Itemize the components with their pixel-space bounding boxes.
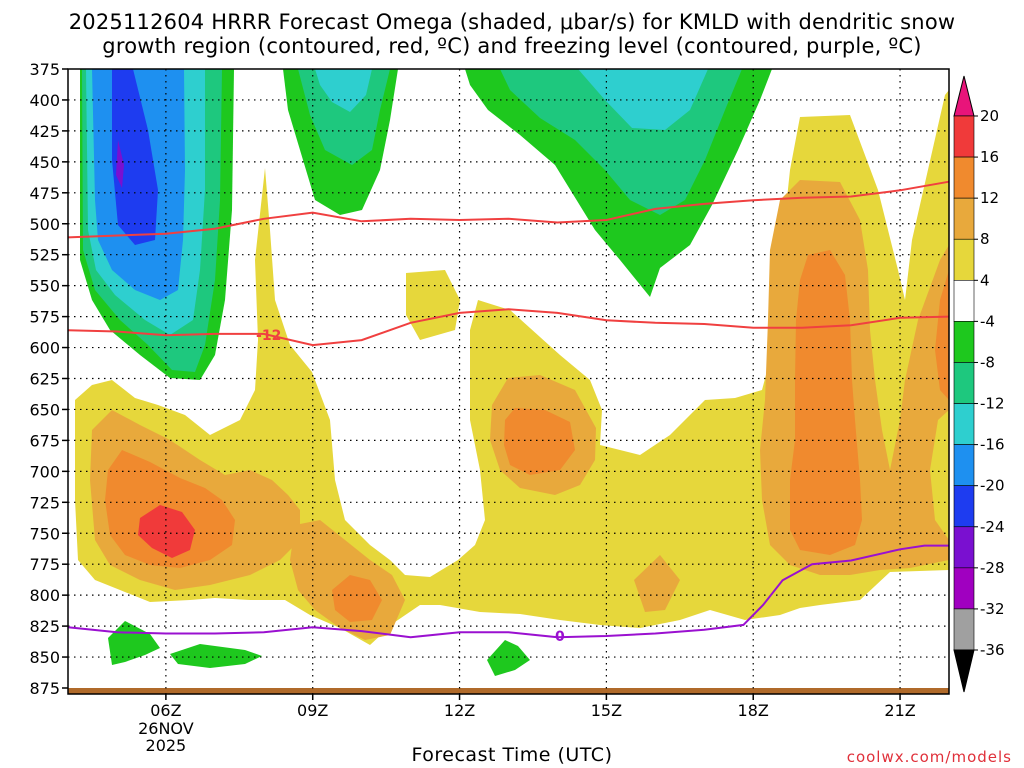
y-tick-label: 575 — [29, 308, 60, 327]
y-tick-label: 650 — [29, 400, 60, 419]
colorbar-swatch — [953, 526, 975, 569]
colorbar-label: 12 — [980, 189, 999, 207]
omega-fill-yellow — [406, 270, 460, 340]
colorbar-label: -4 — [980, 312, 995, 330]
chart-title-line-1: 2025112604 HRRR Forecast Omega (shaded, … — [68, 10, 956, 34]
plot-frame — [67, 68, 950, 695]
omega-fill-purple — [116, 140, 124, 188]
dgz-contour-label: -12 — [256, 328, 281, 344]
x-tick-label: 21Z — [884, 701, 915, 720]
y-tick-label: 800 — [29, 586, 60, 605]
y-tick-label: 725 — [29, 493, 60, 512]
omega-fill-red — [138, 505, 195, 558]
omega-fill-teal — [298, 69, 390, 165]
contour-lines — [67, 180, 950, 639]
plot-grid — [68, 69, 949, 694]
colorbar-swatch — [953, 115, 975, 158]
omega-fill-cyan — [578, 69, 708, 130]
freezing-contour-label: 0 — [555, 629, 565, 645]
dgz-lower-contour — [67, 308, 950, 347]
x-tick-label: 15Z — [591, 701, 622, 720]
contour-labels: -12 0 — [256, 328, 565, 645]
colorbar-label: 20 — [980, 107, 999, 125]
x-tick-label: 12Z — [444, 701, 475, 720]
date-label-day: 26NOV — [138, 719, 194, 738]
colorbar-label: 4 — [980, 271, 990, 289]
colorbar-label: 16 — [980, 148, 999, 166]
y-tick-label: 850 — [29, 648, 60, 667]
colorbar-label: -36 — [980, 641, 1005, 659]
y-tick-label: 450 — [29, 153, 60, 172]
colorbar-swatch — [953, 567, 975, 610]
colorbar-swatch — [953, 608, 975, 651]
site-credit: coolwx.com/models — [846, 748, 1012, 766]
colorbar-label: 8 — [980, 230, 990, 248]
colorbar-swatch — [953, 238, 975, 281]
colorbar-label: -8 — [980, 353, 995, 371]
colorbar-swatch — [953, 485, 975, 528]
omega-fill-orange — [332, 575, 382, 622]
omega-fill-orange — [935, 270, 949, 400]
colorbar-bottom-arrow — [953, 649, 975, 693]
ground-strip — [68, 688, 949, 694]
omega-fill-cyan — [315, 69, 372, 112]
colorbar-top-arrow — [953, 75, 975, 117]
x-tick-label: 18Z — [738, 701, 769, 720]
colorbar-label: -12 — [980, 395, 1005, 413]
y-tick-label: 425 — [29, 122, 60, 141]
y-tick-label: 475 — [29, 184, 60, 203]
x-axis-title: Forecast Time (UTC) — [411, 744, 613, 766]
omega-fill-green — [487, 640, 530, 676]
omega-fill-blue — [112, 69, 158, 245]
dgz-upper-contour — [67, 180, 950, 239]
y-tick-label: 750 — [29, 524, 60, 543]
y-tick-label: 625 — [29, 370, 60, 389]
colorbar: 20 16 12 8 4 -4 -8 -12 -16 -20 -24 -28 -32 -36 — [953, 75, 1005, 693]
colorbar-label: -32 — [980, 600, 1005, 618]
colorbar-swatch — [953, 280, 975, 322]
freezing-level-contour — [67, 544, 949, 639]
y-axis: 375 400 425 450 475 500 525 550 575 600 625 650 675 7… — [29, 60, 68, 698]
colorbar-swatch — [953, 197, 975, 240]
y-tick-label: 825 — [29, 617, 60, 636]
omega-fill-orange-light — [634, 555, 680, 612]
colorbar-swatch — [953, 403, 975, 445]
x-tick-label: 06Z — [150, 701, 181, 720]
omega-fill-green — [170, 644, 262, 668]
colorbar-label: -24 — [980, 518, 1005, 536]
y-tick-label: 700 — [29, 462, 60, 481]
omega-fill-orange — [504, 408, 575, 475]
y-tick-label: 675 — [29, 431, 60, 450]
y-tick-label: 550 — [29, 277, 60, 296]
date-label-year: 2025 — [146, 736, 187, 755]
colorbar-swatch — [953, 362, 975, 404]
colorbar-label: -20 — [980, 477, 1005, 495]
colorbar-label: -16 — [980, 436, 1005, 454]
y-tick-label: 600 — [29, 339, 60, 358]
colorbar-swatch — [953, 444, 975, 486]
y-tick-label: 775 — [29, 555, 60, 574]
y-tick-label: 500 — [29, 215, 60, 234]
chart-title-line-2: growth region (contoured, red, ºC) and f… — [102, 34, 922, 58]
x-tick-label: 09Z — [297, 701, 328, 720]
colorbar-label: -28 — [980, 559, 1005, 577]
colorbar-swatch — [953, 156, 975, 199]
colorbar-swatch — [953, 321, 975, 363]
y-tick-label: 525 — [29, 246, 60, 265]
omega-shading — [68, 69, 949, 694]
y-tick-label: 375 — [29, 60, 60, 79]
y-tick-label: 400 — [29, 91, 60, 110]
y-tick-label: 875 — [29, 679, 60, 698]
